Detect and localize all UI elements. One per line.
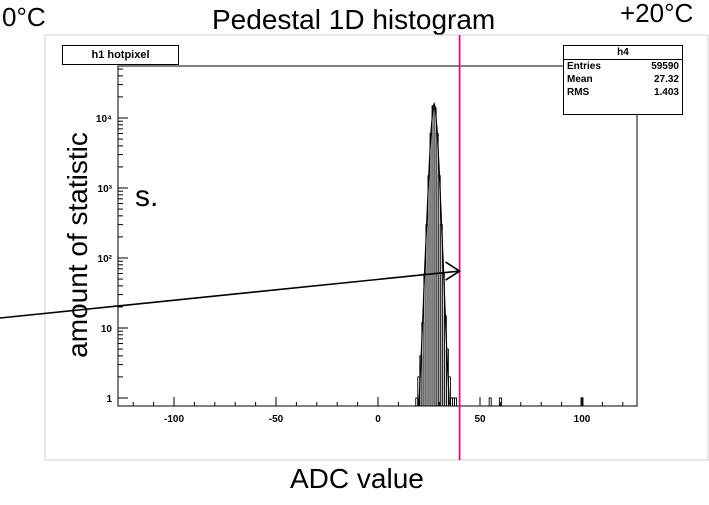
y-tick-label: 10³ bbox=[98, 184, 113, 195]
y-axis-label: amount of statistic bbox=[62, 132, 93, 358]
stats-value: 1.403 bbox=[653, 87, 679, 98]
x-tick-label: -50 bbox=[269, 414, 284, 425]
x-tick-label: 100 bbox=[574, 414, 591, 425]
text-fragment: s. bbox=[135, 180, 159, 213]
y-tick-label: 10 bbox=[101, 324, 113, 335]
y-tick-label: 10² bbox=[98, 254, 113, 265]
x-tick-label: 50 bbox=[474, 414, 486, 425]
x-tick-label: -100 bbox=[164, 414, 184, 425]
stats-box: h4 Entries 59590 Mean 27.32 RMS 1.403 bbox=[563, 45, 683, 115]
y-tick-label: 10⁴ bbox=[96, 114, 112, 125]
stats-value: 59590 bbox=[651, 61, 679, 72]
histogram-bin bbox=[498, 397, 502, 406]
histogram-bin bbox=[488, 397, 492, 406]
histogram-bin bbox=[454, 397, 457, 406]
stats-row-rms: RMS 1.403 bbox=[564, 86, 682, 99]
y-tick-label: 1 bbox=[106, 394, 112, 405]
temperature-left: 0°C bbox=[2, 2, 46, 32]
fit-curve bbox=[418, 101, 450, 405]
stats-row-mean: Mean 27.32 bbox=[564, 73, 682, 86]
temperature-right: +20°C bbox=[620, 0, 694, 28]
histogram-name-box: h1 hotpixel bbox=[62, 45, 179, 65]
stats-label: Entries bbox=[567, 61, 601, 72]
stats-label: RMS bbox=[567, 87, 590, 98]
stats-value: 27.32 bbox=[653, 74, 679, 85]
annotation-arrow-head bbox=[445, 261, 462, 281]
stats-row-entries: Entries 59590 bbox=[564, 60, 682, 73]
slide-title: Pedestal 1D histogram bbox=[212, 4, 496, 35]
annotation-arrow-shaft bbox=[0, 270, 460, 319]
histogram-bin bbox=[580, 397, 584, 406]
stats-title: h4 bbox=[564, 46, 682, 60]
stats-label: Mean bbox=[567, 74, 593, 85]
x-tick-label: 0 bbox=[375, 414, 381, 425]
x-axis-label: ADC value bbox=[290, 463, 424, 494]
